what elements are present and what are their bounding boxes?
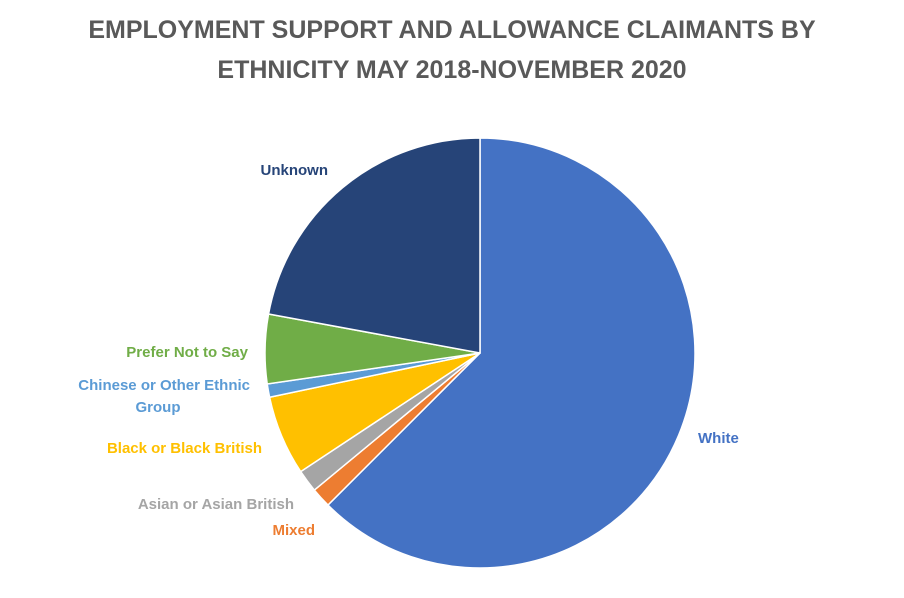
slice-label-prefer-not-to-say: Prefer Not to Say [126,344,248,361]
slice-label-white: White [698,430,739,447]
slice-label-mixed: Mixed [272,522,315,539]
chart-title-line-1: EMPLOYMENT SUPPORT AND ALLOWANCE CLAIMAN… [88,16,816,44]
pie-slice-white [326,137,696,569]
slice-label-chinese-or-other-ethnic-group: Chinese or Other Ethnic Group [78,377,250,416]
pie-slice-unknown [267,137,481,354]
slice-label-unknown: Unknown [261,162,329,179]
slice-label-black-or-black-british: Black or Black British [107,440,262,457]
chart-title-line-2: ETHNICITY MAY 2018-NOVEMBER 2020 [217,56,687,84]
chart-title: EMPLOYMENT SUPPORT AND ALLOWANCE CLAIMAN… [0,10,904,90]
slice-label-asian-or-asian-british: Asian or Asian British [138,496,294,513]
